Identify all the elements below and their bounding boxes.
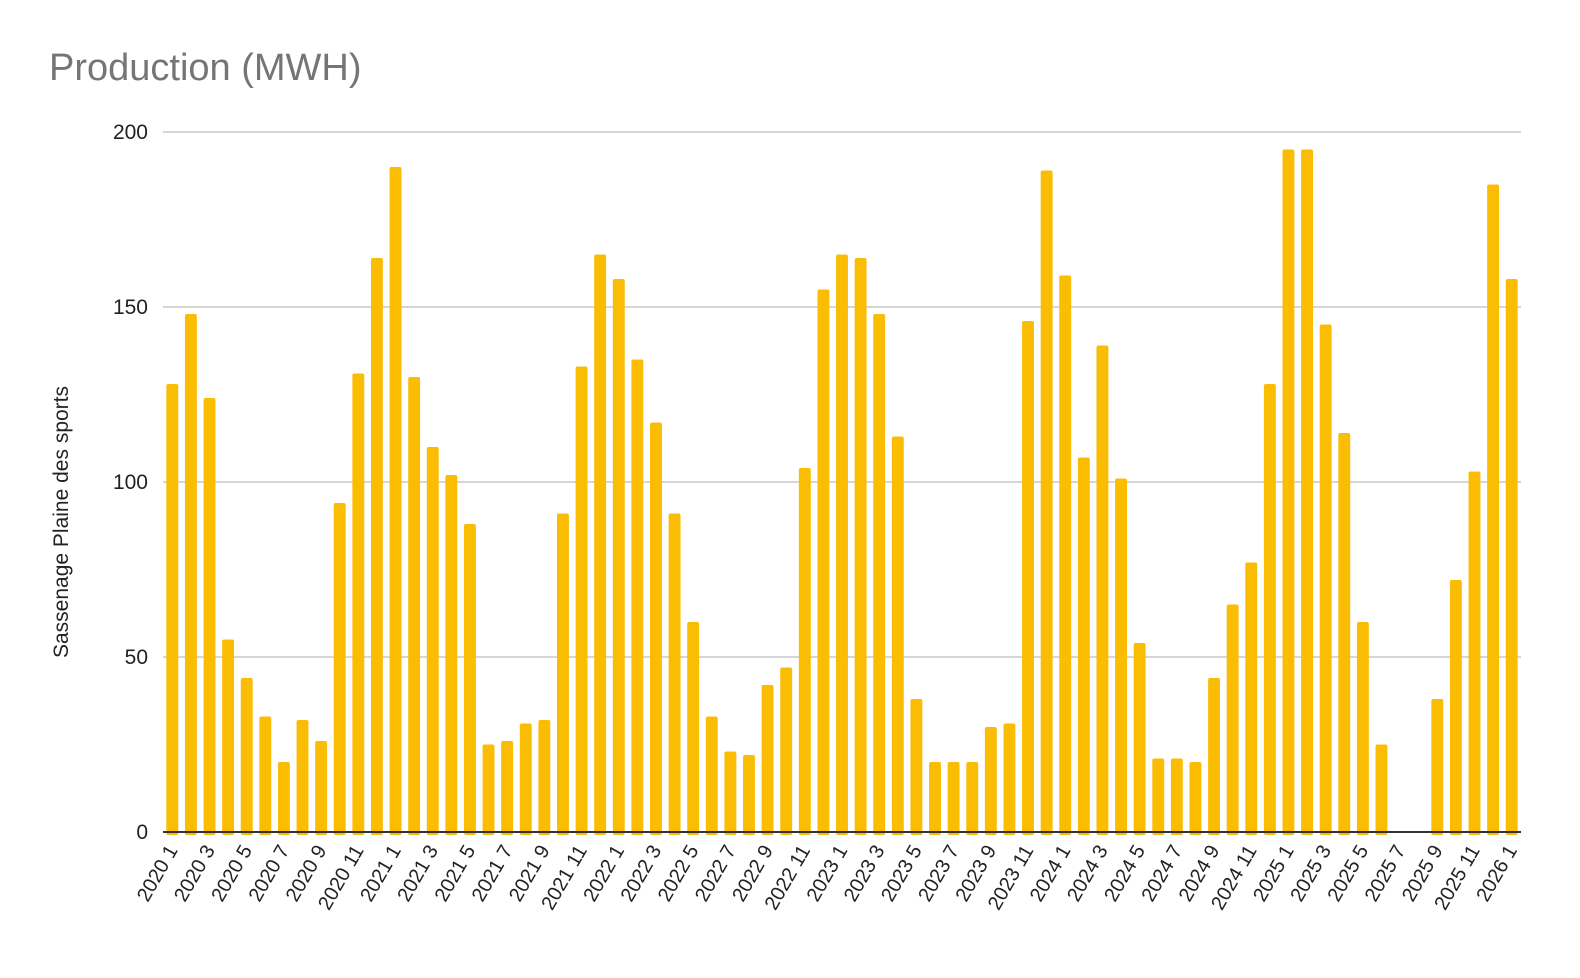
bar xyxy=(1077,457,1090,835)
bar xyxy=(222,639,235,835)
bar xyxy=(650,422,662,835)
bar xyxy=(259,716,272,835)
bar xyxy=(836,254,848,835)
bar xyxy=(538,720,551,835)
bar xyxy=(687,622,700,835)
bar xyxy=(910,699,923,835)
bar xyxy=(1245,562,1258,835)
y-tick-label: 150 xyxy=(113,296,148,319)
bar xyxy=(389,167,402,835)
bar xyxy=(668,513,681,835)
bar xyxy=(631,359,644,835)
y-axis-ticks: 0 50 100 150 200 xyxy=(113,121,148,844)
bar xyxy=(1189,762,1202,835)
chart-title: Production (MWH) xyxy=(49,47,362,89)
bar xyxy=(594,254,607,835)
bar xyxy=(277,762,290,835)
bar xyxy=(724,751,737,835)
bar xyxy=(557,513,569,835)
bar xyxy=(1133,643,1146,835)
bar xyxy=(426,447,439,835)
y-tick-label: 200 xyxy=(113,121,148,144)
bar xyxy=(966,762,979,835)
bar xyxy=(1282,149,1295,835)
bar xyxy=(1022,321,1034,835)
bar xyxy=(1319,324,1332,835)
bar xyxy=(1152,758,1165,835)
bar xyxy=(1226,604,1239,835)
y-axis-label: Sassenage Plaine des sports xyxy=(50,386,73,658)
bar xyxy=(296,720,309,835)
bar xyxy=(166,384,179,835)
bar xyxy=(761,685,774,835)
bar xyxy=(1170,758,1183,835)
bar xyxy=(947,762,960,835)
bar xyxy=(817,289,830,835)
bar xyxy=(1338,433,1351,835)
bar xyxy=(891,436,904,835)
y-tick-label: 0 xyxy=(136,821,148,844)
bar xyxy=(705,716,718,835)
bar xyxy=(798,468,811,835)
bar xyxy=(352,373,365,835)
bar xyxy=(1487,184,1500,835)
bar xyxy=(1505,279,1518,835)
bar xyxy=(370,258,383,835)
bar xyxy=(184,314,197,835)
bar xyxy=(1263,384,1276,835)
bar xyxy=(780,667,793,835)
bar xyxy=(1356,622,1369,835)
bar xyxy=(1208,678,1221,835)
bar xyxy=(1431,699,1444,835)
y-tick-label: 100 xyxy=(113,471,148,494)
bar xyxy=(240,678,253,835)
bar xyxy=(743,755,755,835)
bar xyxy=(315,741,328,835)
bar xyxy=(1096,345,1109,835)
bar xyxy=(929,762,941,835)
y-tick-label: 50 xyxy=(125,646,148,669)
bar xyxy=(333,503,346,835)
bar xyxy=(1375,744,1388,835)
bar xyxy=(1449,580,1462,835)
bars xyxy=(166,149,1518,835)
bar xyxy=(854,258,867,835)
bar xyxy=(1040,170,1053,835)
bar xyxy=(519,723,532,835)
bar xyxy=(1468,471,1481,835)
bar xyxy=(445,475,458,835)
bar xyxy=(408,377,421,835)
bar xyxy=(612,279,625,835)
bar xyxy=(873,314,886,835)
bar xyxy=(1115,478,1127,835)
bar xyxy=(575,366,588,835)
bar xyxy=(203,398,216,835)
bar xyxy=(482,744,495,835)
bar xyxy=(1003,723,1016,835)
bar xyxy=(984,727,997,835)
bar xyxy=(1059,275,1072,835)
bar xyxy=(463,524,476,835)
bar xyxy=(1301,149,1314,835)
bar xyxy=(501,741,514,835)
